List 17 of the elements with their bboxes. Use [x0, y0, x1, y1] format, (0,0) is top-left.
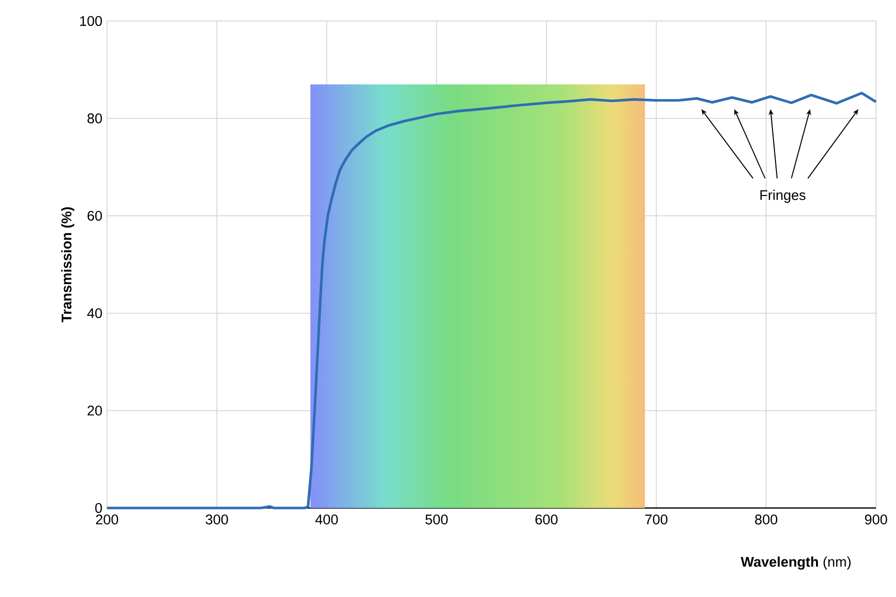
x-axis-title: Wavelength (nm) — [740, 556, 851, 570]
y-axis-title: Transmission (%) — [61, 207, 74, 322]
x-tick-label: 300 — [206, 514, 228, 524]
x-tick-label: 500 — [425, 514, 448, 524]
y-tick-label: 0 — [95, 503, 102, 513]
x-tick-label: 200 — [96, 514, 118, 524]
y-tick-label: 80 — [88, 113, 102, 124]
y-tick-label: 20 — [88, 406, 102, 416]
x-tick-label: 700 — [645, 514, 668, 524]
annotation: Fringes — [760, 190, 806, 203]
x-tick-label: 600 — [535, 514, 558, 524]
x-tick-label: 900 — [864, 514, 888, 524]
x-tick-label: 800 — [755, 514, 778, 524]
y-tick-label: 60 — [88, 210, 102, 221]
y-tick-label: 40 — [87, 308, 102, 318]
y-tick-label: 100 — [80, 16, 102, 26]
x-tick-label: 400 — [315, 514, 338, 524]
